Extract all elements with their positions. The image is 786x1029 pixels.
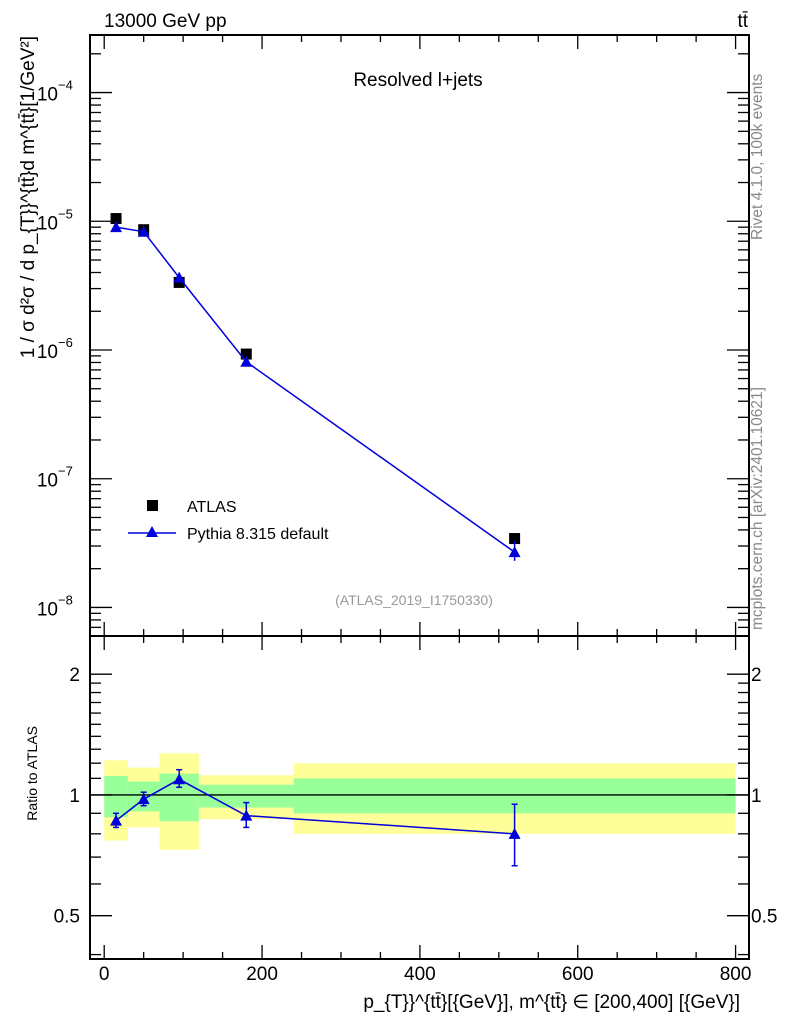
- x-tick-label: 600: [562, 964, 594, 985]
- legend-marker-pythia: [146, 526, 158, 537]
- header-left: 13000 GeV pp: [104, 11, 227, 32]
- x-axis-label: p_{T}}^{tt̄}[{GeV}], m^{tt̄} ∈ [200,400]…: [363, 992, 740, 1013]
- pythia-point: [508, 546, 521, 558]
- ratio-bands: [90, 753, 749, 850]
- side-text-bottom: mcplots.cern.ch [arXiv:2401.10621]: [749, 387, 766, 630]
- y-tick-label-exponent: −8: [58, 592, 73, 607]
- plot-title: Resolved l+jets: [353, 70, 482, 91]
- x-tick-label: 800: [720, 964, 752, 985]
- y-tick-label-exponent: −6: [58, 335, 73, 350]
- data-marks: [110, 213, 521, 867]
- legend-marker-atlas: [147, 500, 158, 511]
- ratio-pythia-point: [137, 793, 150, 805]
- atlas-point: [110, 213, 122, 225]
- pythia-point: [137, 225, 150, 237]
- stat-uncertainty-band: [104, 775, 128, 818]
- ratio-y-tick-label: 2: [69, 665, 80, 686]
- ratio-y-tick-label-right: 0.5: [751, 907, 777, 928]
- stat-uncertainty-band: [198, 784, 294, 808]
- x-tick-label: 400: [404, 964, 436, 985]
- pythia-point: [110, 221, 123, 233]
- pythia-point: [240, 355, 253, 367]
- ratio-pythia-point: [508, 827, 521, 839]
- y-tick-label-exponent: −5: [58, 206, 73, 221]
- main-frame: [89, 34, 750, 637]
- y-tick-label-exponent: −7: [58, 464, 73, 479]
- y-axis-label: 1 / σ d²σ / d p_{T}}^{tt̄}d m^{tt̄}[1/Ge…: [18, 36, 39, 358]
- ratio-pythia-point: [240, 809, 253, 821]
- y-tick-label: 10: [37, 85, 58, 106]
- ratio-y-tick-label-right: 1: [751, 786, 762, 807]
- pythia-line: [115, 226, 516, 553]
- ratio-y-axis-label: Ratio to ATLAS: [24, 726, 40, 821]
- atlas-point: [240, 348, 252, 360]
- legend-label-pythia: Pythia 8.315 default: [187, 526, 329, 543]
- analysis-id: (ATLAS_2019_I1750330): [335, 592, 493, 608]
- y-tick-label: 10: [37, 599, 58, 620]
- x-tick-label: 0: [99, 964, 110, 985]
- header-right: tt̄: [737, 11, 748, 32]
- atlas-point: [509, 533, 521, 545]
- legend-label-atlas: ATLAS: [187, 499, 237, 516]
- ratio-pythia-point: [173, 773, 186, 785]
- y-tick-label: 10: [37, 342, 58, 363]
- ratio-y-tick-label-right: 2: [751, 665, 762, 686]
- x-tick-label: 200: [246, 964, 278, 985]
- ratio-y-tick-label: 1: [69, 786, 80, 807]
- ratio-y-tick-label: 0.5: [54, 907, 80, 928]
- legend: ATLAS Pythia 8.315 default: [128, 499, 329, 543]
- side-text-top: Rivet 4.1.0, 100k events: [749, 73, 766, 240]
- y-tick-label-exponent: −4: [58, 78, 73, 93]
- ratio-pythia-point: [110, 814, 123, 826]
- pythia-point: [173, 271, 186, 283]
- y-tick-label: 10: [37, 471, 58, 492]
- y-tick-label: 10: [37, 213, 58, 234]
